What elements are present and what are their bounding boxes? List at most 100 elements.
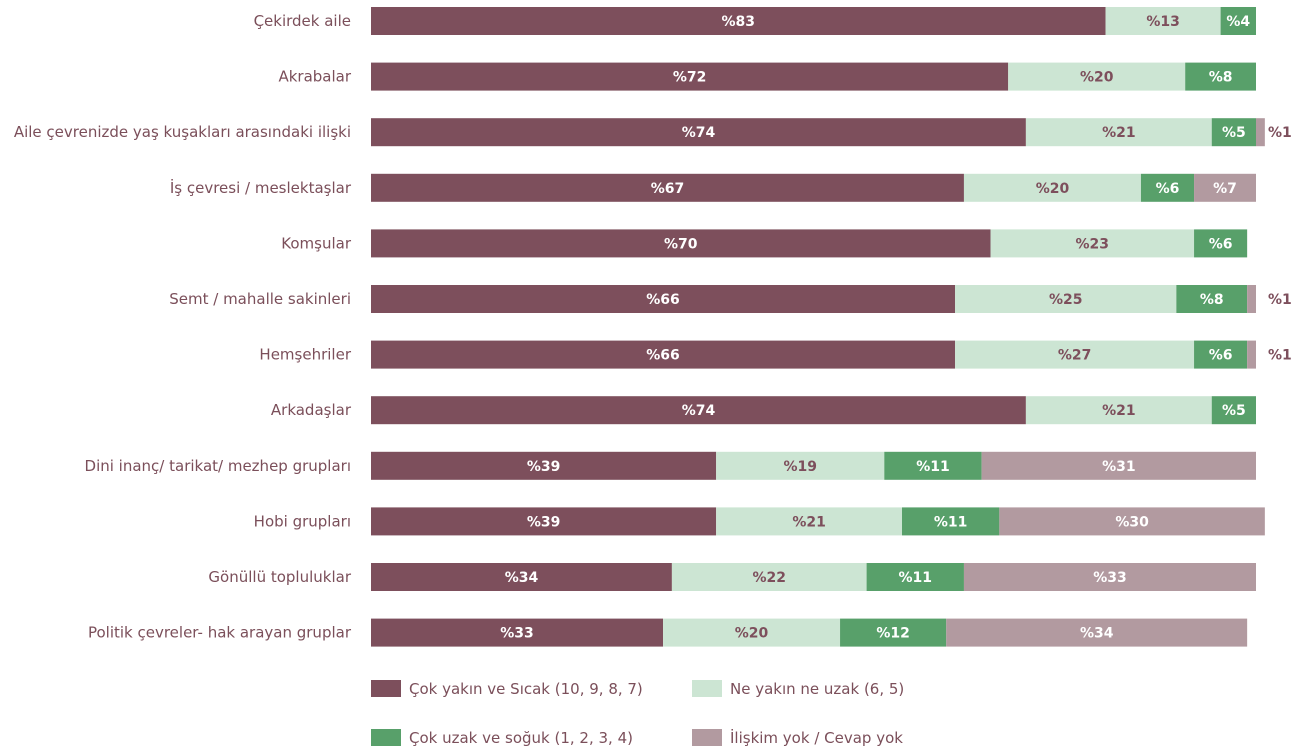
bar-segment [963, 563, 1256, 591]
data-label: %8 [1209, 70, 1233, 86]
data-label: %11 [934, 514, 968, 530]
bar-segment [990, 229, 1195, 258]
bar-row: İş çevresi / meslektaşlar %67 %20 %6 %7 [170, 173, 1256, 202]
data-label: %13 [1146, 14, 1180, 30]
bar-segment [955, 340, 1195, 369]
bar-segment [716, 507, 902, 536]
data-label: %27 [1058, 348, 1092, 364]
data-label: %19 [783, 459, 817, 475]
data-label: %70 [664, 236, 698, 252]
bar-row: Aile çevrenizde yaş kuşakları arasındaki… [14, 118, 1292, 147]
legend-item: Çok uzak ve soğuk (1, 2, 3, 4) [371, 729, 633, 747]
bar-segment [866, 563, 964, 591]
bar-segment [371, 62, 1009, 91]
category-label: Gönüllü topluluklar [208, 568, 351, 586]
legend-item: İlişkim yok / Cevap yok [692, 728, 903, 747]
bar-segment [884, 451, 982, 480]
bar-row: Hobi grupları %39 %21 %11 %30 [254, 507, 1265, 536]
bar-segment [1008, 62, 1186, 91]
category-label: Politik çevreler- hak arayan gruplar [88, 624, 352, 642]
data-label: %74 [682, 403, 716, 419]
data-label: %5 [1222, 403, 1246, 419]
bar-row: Çekirdek aile %83 %13 %4 [254, 7, 1256, 35]
legend-label: Ne yakın ne uzak (6, 5) [730, 680, 904, 698]
data-label: %12 [876, 626, 910, 642]
bar-segment [671, 563, 867, 591]
data-label: %74 [682, 125, 716, 141]
category-label: Çekirdek aile [254, 12, 351, 30]
bar-row: Dini inanç/ tarikat/ mezhep grupları %39%… [85, 451, 1256, 480]
bar-segment [371, 229, 991, 258]
category-label: İş çevresi / meslektaşlar [170, 178, 352, 197]
bar-segment [371, 118, 1026, 147]
data-label: %20 [1080, 70, 1114, 86]
legend-swatch [692, 680, 722, 697]
data-label: %21 [1102, 125, 1136, 141]
legend-item: Çok yakın ve Sıcak (10, 9, 8, 7) [371, 680, 643, 698]
data-label: %11 [899, 570, 933, 586]
data-label: %72 [673, 70, 707, 86]
bar-row: Akrabalar %72 %20 %8 [278, 62, 1256, 91]
data-label: %33 [1093, 570, 1127, 586]
legend: Çok yakın ve Sıcak (10, 9, 8, 7) Ne yakın… [371, 680, 904, 747]
bar-segment [946, 618, 1248, 647]
data-label: %34 [1080, 626, 1114, 642]
legend-item: Ne yakın ne uzak (6, 5) [692, 680, 904, 698]
data-label: %8 [1200, 292, 1224, 308]
bar-segment [981, 451, 1256, 480]
data-label: %6 [1156, 181, 1180, 197]
bar-row: Gönüllü topluluklar %34 %22 %11 %33 [208, 563, 1256, 591]
data-label: %4 [1226, 14, 1250, 30]
data-label: %5 [1222, 125, 1246, 141]
bar-segment [999, 507, 1265, 536]
category-label: Hobi grupları [254, 512, 351, 530]
data-label: %33 [500, 626, 534, 642]
data-label: %7 [1213, 181, 1237, 197]
data-label: %1 [1268, 348, 1292, 364]
data-label: %20 [735, 626, 769, 642]
bar-segment [1247, 285, 1256, 313]
bar-segment [371, 618, 664, 647]
bar-segment [663, 618, 841, 647]
data-label: %39 [527, 514, 561, 530]
category-label: Semt / mahalle sakinleri [169, 290, 351, 308]
bar-segment [955, 285, 1177, 313]
bar-segment [371, 507, 717, 536]
data-label: %11 [916, 459, 950, 475]
data-label: %83 [722, 14, 756, 30]
bar-segment [1025, 396, 1212, 425]
bar-segment [1247, 340, 1256, 369]
category-label: Hemşehriler [259, 346, 351, 364]
bar-row: Komşular %70 %23 %6 [281, 229, 1248, 258]
bar-segment [1176, 285, 1248, 313]
data-label: %31 [1102, 459, 1136, 475]
data-label: %6 [1209, 348, 1233, 364]
bar-segment [840, 618, 947, 647]
data-label: %23 [1076, 236, 1110, 252]
bars-layer: Çekirdek aile %83 %13 %4 Akrabalar %72 %20 %8 Ai… [14, 7, 1292, 647]
data-label: %34 [505, 570, 539, 586]
bar-segment [1140, 173, 1195, 202]
bar-segment [1185, 62, 1256, 91]
bar-segment [1194, 173, 1256, 202]
legend-label: İlişkim yok / Cevap yok [730, 728, 903, 747]
data-label: %1 [1268, 125, 1292, 141]
bar-segment [1211, 396, 1256, 425]
data-label: %1 [1268, 292, 1292, 308]
legend-label: Çok uzak ve soğuk (1, 2, 3, 4) [409, 729, 633, 747]
bar-row: Semt / mahalle sakinleri %66 %25 %8 %1 [169, 285, 1292, 313]
category-label: Akrabalar [278, 68, 351, 86]
legend-swatch [692, 729, 722, 746]
data-label: %20 [1036, 181, 1070, 197]
category-label: Komşular [281, 234, 352, 252]
bar-segment [716, 451, 885, 480]
bar-segment [1105, 7, 1221, 35]
bar-row: Arkadaşlar %74 %21 %5 [271, 396, 1256, 425]
data-label: %21 [792, 514, 826, 530]
data-label: %30 [1115, 514, 1149, 530]
bar-segment [1256, 118, 1265, 147]
data-label: %39 [527, 459, 561, 475]
bar-segment [371, 396, 1026, 425]
data-label: %22 [752, 570, 786, 586]
